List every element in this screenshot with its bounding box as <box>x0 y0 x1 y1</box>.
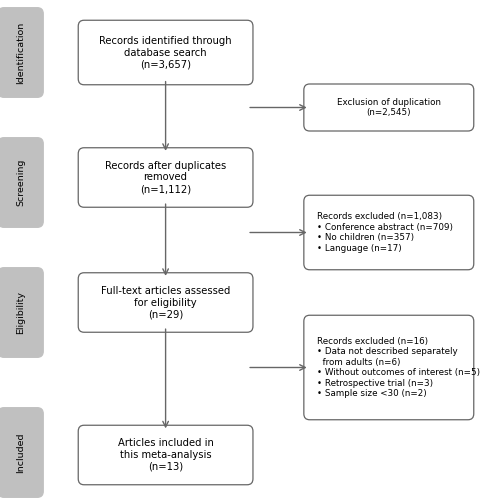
FancyBboxPatch shape <box>0 138 43 227</box>
FancyBboxPatch shape <box>304 84 474 131</box>
FancyBboxPatch shape <box>78 425 253 485</box>
Text: Records excluded (n=16)
• Data not described separately
  from adults (n=6)
• Wi: Records excluded (n=16) • Data not descr… <box>317 337 480 398</box>
FancyBboxPatch shape <box>0 408 43 497</box>
Text: Records excluded (n=1,083)
• Conference abstract (n=709)
• No children (n=357)
•: Records excluded (n=1,083) • Conference … <box>317 212 453 252</box>
Text: Records identified through
database search
(n=3,657): Records identified through database sear… <box>99 36 232 69</box>
FancyBboxPatch shape <box>304 316 474 420</box>
Text: Eligibility: Eligibility <box>16 291 25 334</box>
FancyBboxPatch shape <box>0 268 43 357</box>
Text: Included: Included <box>16 432 25 473</box>
Text: Exclusion of duplication
(n=2,545): Exclusion of duplication (n=2,545) <box>337 98 441 117</box>
FancyBboxPatch shape <box>78 148 253 207</box>
Text: Articles included in
this meta-analysis
(n=13): Articles included in this meta-analysis … <box>118 438 214 472</box>
Text: Full-text articles assessed
for eligibility
(n=29): Full-text articles assessed for eligibil… <box>101 286 230 319</box>
FancyBboxPatch shape <box>78 20 253 84</box>
FancyBboxPatch shape <box>78 273 253 332</box>
Text: Screening: Screening <box>16 159 25 206</box>
Text: Records after duplicates
removed
(n=1,112): Records after duplicates removed (n=1,11… <box>105 161 226 194</box>
Text: Identification: Identification <box>16 22 25 84</box>
FancyBboxPatch shape <box>0 8 43 97</box>
FancyBboxPatch shape <box>304 195 474 270</box>
